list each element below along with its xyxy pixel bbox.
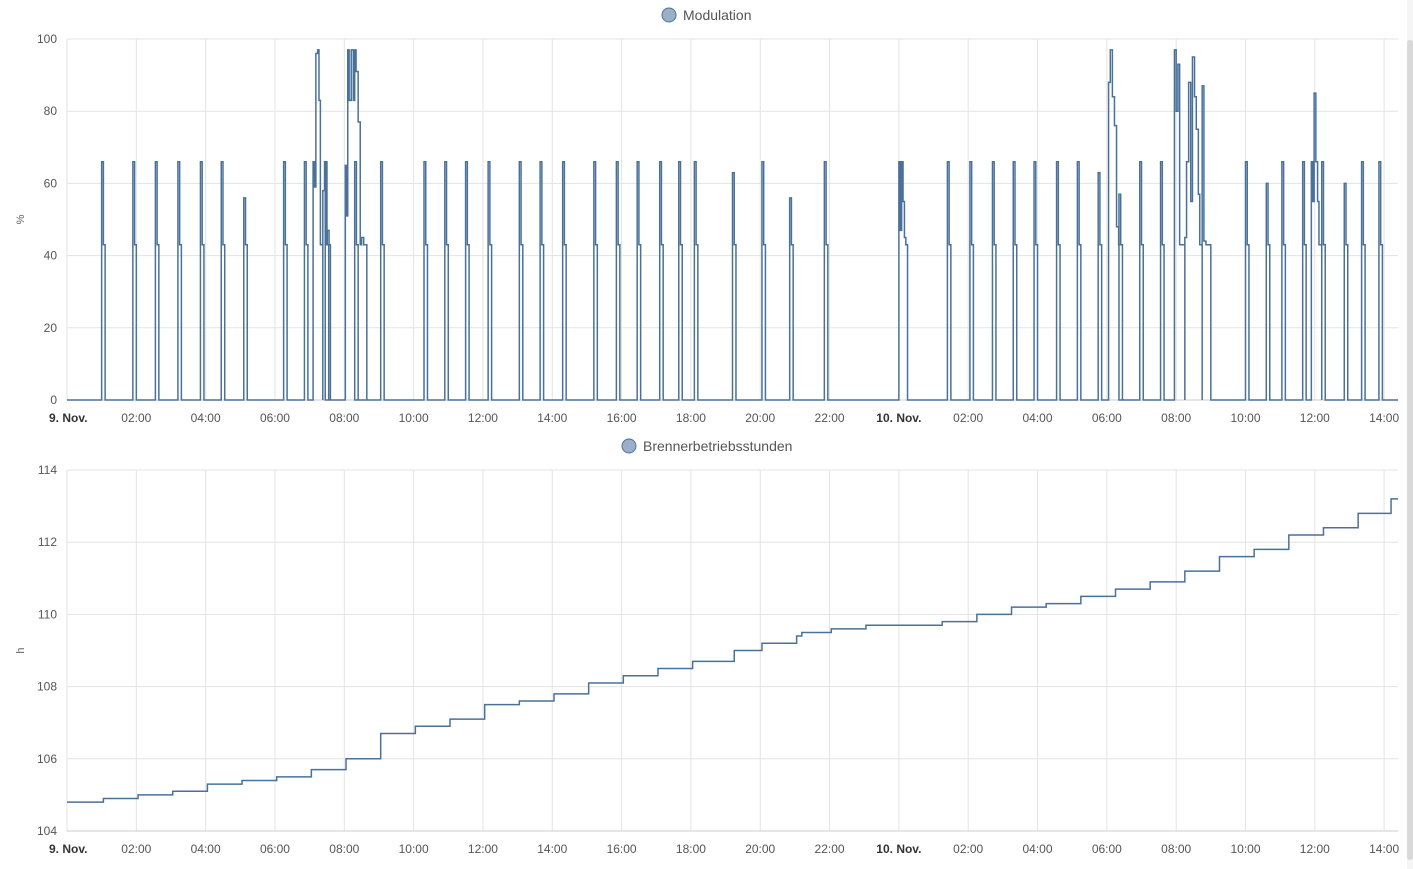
x-tick-label: 06:00 — [260, 842, 290, 856]
x-tick-label: 12:00 — [1300, 842, 1330, 856]
x-tick-label: 04:00 — [191, 411, 221, 425]
legend: Brennerbetriebsstunden — [621, 438, 792, 454]
legend-marker — [661, 7, 677, 23]
page-scrollbar[interactable] — [1407, 0, 1413, 869]
x-tick-label: 14:00 — [1369, 842, 1399, 856]
series-line — [67, 498, 1398, 803]
x-tick-label: 10. Nov. — [876, 842, 921, 856]
x-tick-label: 04:00 — [1023, 411, 1053, 425]
x-tick-label: 10:00 — [399, 411, 429, 425]
legend-marker — [621, 438, 637, 454]
x-tick-label: 02:00 — [121, 411, 151, 425]
x-tick-label: 22:00 — [815, 411, 845, 425]
series-line — [67, 49, 1398, 401]
y-tick-label: 60 — [44, 176, 58, 190]
x-tick-label: 08:00 — [1161, 842, 1191, 856]
y-tick-label: 106 — [37, 752, 57, 766]
x-tick-label: 18:00 — [676, 842, 706, 856]
x-tick-label: 04:00 — [1023, 842, 1053, 856]
scrollbar-thumb[interactable] — [1407, 40, 1413, 860]
x-tick-label: 06:00 — [260, 411, 290, 425]
x-tick-label: 10:00 — [1230, 842, 1260, 856]
x-tick-label: 16:00 — [607, 842, 637, 856]
legend-label: Modulation — [683, 7, 752, 23]
y-tick-label: 104 — [37, 824, 57, 838]
x-tick-label: 06:00 — [1092, 842, 1122, 856]
x-tick-label: 02:00 — [953, 411, 983, 425]
x-tick-label: 10:00 — [1230, 411, 1260, 425]
y-tick-label: 114 — [38, 463, 57, 477]
x-tick-label: 08:00 — [329, 842, 359, 856]
modulation-chart-panel: Modulation 0 20 40 60 80 100 9. Nov. 02:00 04:00 0… — [0, 0, 1413, 432]
x-tick-label: 14:00 — [537, 842, 567, 856]
x-tick-label: 14:00 — [1369, 411, 1399, 425]
x-tick-label: 08:00 — [1161, 411, 1191, 425]
x-tick-label: 04:00 — [191, 842, 221, 856]
x-tick-label: 02:00 — [953, 842, 983, 856]
x-tick-label: 10:00 — [399, 842, 429, 856]
x-tick-label: 12:00 — [468, 411, 498, 425]
y-tick-label: 0 — [50, 393, 57, 407]
x-tick-label: 16:00 — [607, 411, 637, 425]
x-tick-label: 9. Nov. — [49, 411, 87, 425]
x-tick-label: 20:00 — [745, 842, 775, 856]
burner-hours-chart: Brennerbetriebsstunden 104 106 108 110 112 114… — [15, 438, 1399, 856]
x-tick-label: 20:00 — [745, 411, 775, 425]
x-tick-label: 12:00 — [468, 842, 498, 856]
x-tick-label: 18:00 — [676, 411, 706, 425]
legend: Modulation — [661, 7, 752, 23]
x-tick-label: 02:00 — [121, 842, 151, 856]
y-tick-label: 40 — [44, 249, 58, 263]
legend-label: Brennerbetriebsstunden — [643, 438, 792, 454]
y-tick-label: 100 — [37, 32, 57, 46]
y-tick-label: 112 — [38, 535, 57, 549]
y-tick-label: 108 — [37, 680, 57, 694]
modulation-chart: Modulation 0 20 40 60 80 100 9. Nov. 02:00 04:00 0… — [15, 7, 1399, 425]
x-tick-label: 10. Nov. — [876, 411, 921, 425]
x-tick-label: 12:00 — [1300, 411, 1330, 425]
y-tick-label: 80 — [44, 104, 58, 118]
x-tick-label: 08:00 — [329, 411, 359, 425]
y-axis-label: h — [15, 647, 27, 653]
burner-hours-chart-panel: Brennerbetriebsstunden 104 106 108 110 112 114… — [0, 433, 1413, 869]
y-tick-label: 20 — [44, 321, 58, 335]
y-tick-label: 110 — [38, 607, 57, 621]
x-tick-label: 14:00 — [537, 411, 567, 425]
x-tick-label: 22:00 — [815, 842, 845, 856]
x-tick-label: 9. Nov. — [49, 842, 87, 856]
y-axis-label: % — [15, 214, 27, 224]
x-tick-label: 06:00 — [1092, 411, 1122, 425]
